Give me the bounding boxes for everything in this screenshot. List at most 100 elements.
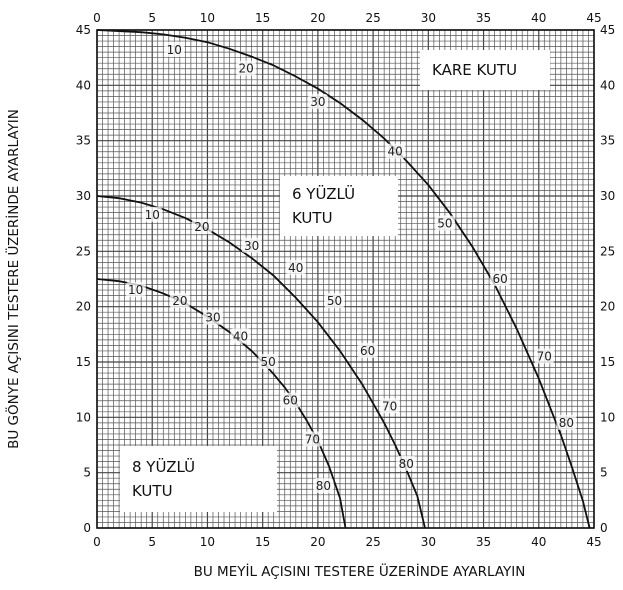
series-curve-1	[96, 29, 591, 529]
box-label-text: KUTU	[132, 482, 173, 500]
curve-label-halo	[202, 309, 223, 325]
y-tick-label-right: 25	[600, 244, 615, 258]
y-tick-label-left: 10	[76, 410, 91, 424]
curve-label: 40	[233, 330, 248, 344]
y-tick-label-left: 25	[76, 244, 91, 258]
y-tick-label-right: 35	[600, 134, 615, 148]
x-tick-label-bottom: 35	[476, 535, 491, 549]
curve-labels: 10 20 30 40 50 60 70 80 10 20 30 40 50 60 70 80 10 20 30 40…	[125, 41, 577, 493]
x-tick-label-top: 45	[586, 11, 601, 25]
box-label-bg	[280, 176, 398, 236]
x-tick-label-bottom: 30	[421, 535, 436, 549]
curve-label-halo	[324, 293, 345, 309]
curve-label: 10	[167, 43, 182, 57]
x-tick-label-top: 35	[476, 11, 491, 25]
curve-label: 80	[559, 416, 574, 430]
x-tick-label-bottom: 45	[586, 535, 601, 549]
curve-label-halo	[230, 328, 251, 344]
curve-label-halo	[379, 398, 400, 414]
curve-label-halo	[169, 293, 190, 309]
box-label-bg	[120, 446, 277, 512]
x-axis-title: BU MEYİL AÇISINI TESTERE ÜZERİNDE AYARLA…	[194, 562, 526, 580]
curve-label-halo	[236, 60, 257, 76]
x-tick-label-top: 30	[421, 11, 436, 25]
x-tick-label-bottom: 20	[310, 535, 325, 549]
curve-label-halo	[313, 477, 334, 493]
curve-label: 30	[205, 311, 220, 325]
x-tick-label-top: 0	[93, 11, 101, 25]
curve-label: 40	[388, 145, 403, 159]
curve-label: 70	[305, 432, 320, 446]
y-tick-label-left: 0	[83, 521, 91, 535]
curve-label: 70	[537, 349, 552, 363]
curve-label-halo	[385, 143, 406, 159]
curve-label: 60	[492, 272, 507, 286]
curve-label: 60	[283, 394, 298, 408]
curve-label-halo	[357, 342, 378, 358]
curve-label: 80	[316, 479, 331, 493]
y-tick-label-left: 20	[76, 300, 91, 314]
curve-label-halo	[125, 282, 146, 298]
y-tick-label-right: 10	[600, 410, 615, 424]
x-tick-label-bottom: 15	[255, 535, 270, 549]
curve-label: 20	[238, 62, 253, 76]
y-tick-label-left: 30	[76, 189, 91, 203]
x-tick-label-top: 25	[365, 11, 380, 25]
curve-label-halo	[285, 259, 306, 275]
curve-label-halo	[396, 455, 417, 471]
y-tick-label-right: 40	[600, 78, 615, 92]
x-tick-label-bottom: 10	[200, 535, 215, 549]
y-tick-label-left: 40	[76, 78, 91, 92]
y-tick-label-left: 5	[83, 466, 91, 480]
curve-label: 70	[382, 399, 397, 413]
curve-label-halo	[142, 206, 163, 222]
x-tick-label-bottom: 25	[365, 535, 380, 549]
y-tick-label-right: 15	[600, 355, 615, 369]
x-tick-label-top: 40	[531, 11, 546, 25]
curve-label: 40	[288, 261, 303, 275]
curve-label-halo	[241, 237, 262, 253]
x-tick-label-bottom: 40	[531, 535, 546, 549]
curve-label-halo	[490, 271, 511, 286]
x-tick-label-top: 20	[310, 11, 325, 25]
curve-label-halo	[302, 431, 323, 447]
curve-label-halo	[434, 215, 455, 231]
x-tick-label-bottom: 5	[148, 535, 156, 549]
curve-label-halo	[191, 218, 212, 234]
curve-label: 60	[360, 344, 375, 358]
annotation-boxes: KARE KUTU 6 YÜZLÜ KUTU 8 YÜZLÜ KUTU	[120, 50, 550, 512]
curve-label: 20	[194, 220, 209, 234]
curve-label: 50	[437, 217, 452, 231]
y-tick-label-right: 5	[600, 466, 608, 480]
curve-label: 30	[244, 239, 259, 253]
curve-label: 10	[128, 283, 143, 297]
curve-label-halo	[307, 93, 328, 109]
curve-label-halo	[534, 348, 555, 364]
curve-label-halo	[556, 414, 577, 430]
y-tick-label-right: 0	[600, 521, 608, 535]
box-label-text: KUTU	[292, 209, 333, 227]
curve-label: 50	[327, 294, 342, 308]
x-tick-label-bottom: 0	[93, 535, 101, 549]
curve-label-halo	[258, 354, 279, 369]
y-tick-label-left: 15	[76, 355, 91, 369]
curve-label: 50	[261, 355, 276, 369]
y-tick-label-right: 45	[600, 23, 615, 37]
curve-label: 80	[399, 457, 414, 471]
curve-label: 10	[145, 208, 160, 222]
curve-label: 30	[310, 95, 325, 109]
y-tick-label-left: 45	[76, 23, 91, 37]
curve-label-halo	[164, 41, 185, 57]
box-label-text: 8 YÜZLÜ	[132, 457, 195, 476]
x-tick-label-top: 5	[148, 11, 156, 25]
box-label-text: KARE KUTU	[432, 61, 517, 79]
y-tick-label-right: 20	[600, 300, 615, 314]
y-tick-label-right: 30	[600, 189, 615, 203]
curve-label: 20	[172, 294, 187, 308]
y-axis-title: BU GÖNYE AÇISINI TESTERE ÜZERİNDE AYARLA…	[4, 109, 22, 449]
y-tick-label-left: 35	[76, 134, 91, 148]
box-label-bg	[420, 50, 550, 90]
x-tick-label-top: 15	[255, 11, 270, 25]
